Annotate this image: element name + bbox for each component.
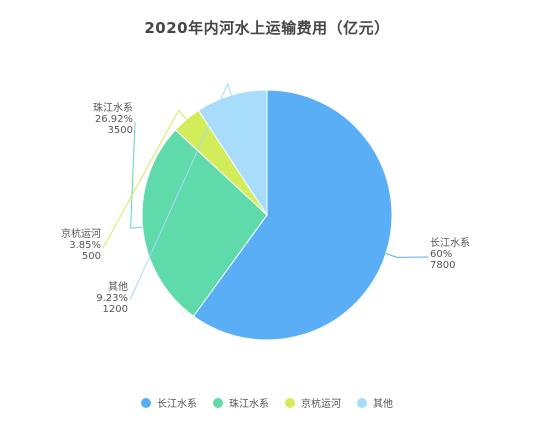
slice-label-zhujiang-percent: 26.92% bbox=[95, 114, 133, 125]
legend-dot-other bbox=[357, 397, 367, 408]
leader-lines bbox=[102, 82, 429, 301]
pie-slices bbox=[141, 89, 393, 341]
legend-label-zhujiang: 珠江水系 bbox=[229, 399, 269, 410]
legend-dot-changjiang bbox=[141, 397, 151, 408]
legend-dot-zhujiang bbox=[213, 397, 223, 408]
slice-label-changjiang-percent: 60% bbox=[430, 249, 452, 260]
slice-label-other-value: 1200 bbox=[103, 304, 128, 315]
slice-label-changjiang-value: 7800 bbox=[430, 260, 455, 271]
legend-item-zhujiang[interactable]: 珠江水系 bbox=[213, 395, 269, 410]
slice-label-other-name: 其他 bbox=[108, 280, 128, 293]
leader-line-zhujiang bbox=[130, 121, 143, 229]
slice-label-zhujiang-value: 3500 bbox=[108, 125, 133, 136]
legend-dot-jinghang bbox=[285, 397, 295, 408]
slice-label-jinghang-percent: 3.85% bbox=[69, 240, 101, 251]
legend-item-changjiang[interactable]: 长江水系 bbox=[141, 395, 197, 410]
leader-line-jinghang bbox=[102, 109, 187, 249]
leader-line-other bbox=[129, 82, 232, 301]
legend-label-jinghang: 京杭运河 bbox=[301, 399, 341, 410]
slice-label-jinghang-value: 500 bbox=[82, 251, 101, 262]
legend: 长江水系 珠江水系 京杭运河 其他 bbox=[0, 395, 534, 410]
legend-label-changjiang: 长江水系 bbox=[157, 399, 197, 410]
pie-slice-zhujiang[interactable] bbox=[141, 129, 268, 317]
pie-slice-changjiang[interactable] bbox=[192, 89, 393, 341]
leader-line-changjiang bbox=[385, 253, 429, 258]
slice-label-zhujiang-name: 珠江水系 bbox=[93, 101, 133, 114]
slice-label-jinghang-name: 京杭运河 bbox=[61, 227, 101, 240]
slice-label-changjiang-name: 长江水系 bbox=[430, 237, 470, 249]
legend-item-jinghang[interactable]: 京杭运河 bbox=[285, 395, 341, 410]
legend-label-other: 其他 bbox=[373, 399, 393, 410]
legend-item-other[interactable]: 其他 bbox=[357, 395, 393, 410]
slice-label-other-percent: 9.23% bbox=[96, 293, 128, 304]
chart-title: 2020年内河水上运输费用（亿元） bbox=[144, 19, 390, 37]
